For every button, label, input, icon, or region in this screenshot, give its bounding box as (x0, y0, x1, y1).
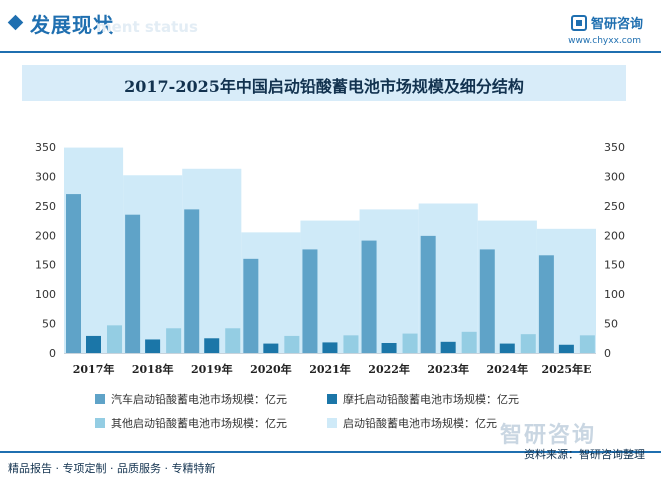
chart-title-band: 2017-2025年中国启动铅酸蓄电池市场规模及细分结构 (22, 65, 626, 101)
bar-s0-2 (184, 209, 200, 353)
bar-s1-4 (322, 342, 338, 353)
bar-s1-1 (145, 339, 161, 353)
legend-label-auto: 汽车启动铅酸蓄电池市场规模：亿元 (111, 393, 287, 406)
brand-logo-icon (570, 14, 587, 31)
footer-divider (0, 451, 661, 453)
y-tick-right-0: 0 (604, 347, 611, 360)
legend-swatch-moto (327, 394, 337, 404)
legend-item-other: 其他启动铅酸蓄电池市场规模：亿元 (95, 415, 287, 431)
x-tick-7: 2024年 (487, 362, 529, 376)
y-tick-left-7: 350 (35, 141, 56, 154)
bar-s1-2 (204, 338, 220, 353)
source-note: 资料来源：智研咨询整理 (524, 448, 645, 461)
brand: 智研咨询 (570, 13, 643, 32)
bar-s2-1 (166, 328, 182, 353)
bar-s0-3 (243, 258, 259, 353)
bar-s2-7 (520, 334, 536, 353)
page-header: 发展现状 ment status 智研咨询 www.chyxx.com (0, 0, 661, 46)
bar-s0-7 (479, 249, 495, 353)
bar-s0-1 (125, 214, 141, 353)
y-tick-right-2: 100 (604, 288, 625, 301)
legend-swatch-total (327, 418, 337, 428)
bar-s1-8 (558, 344, 574, 353)
legend-swatch-auto (95, 394, 105, 404)
watermark-logo: 智研咨询 (500, 423, 597, 448)
x-tick-2: 2019年 (191, 362, 233, 376)
legend-label-moto: 摩托启动铅酸蓄电池市场规模：亿元 (343, 393, 519, 406)
bar-s1-7 (499, 343, 515, 353)
y-tick-left-4: 200 (35, 229, 56, 242)
legend-item-total: 启动铅酸蓄电池市场规模：亿元 (327, 415, 497, 431)
x-tick-6: 2023年 (427, 362, 469, 376)
x-tick-3: 2020年 (250, 362, 292, 376)
bar-s2-0 (107, 325, 122, 353)
y-tick-right-7: 350 (604, 141, 625, 154)
bar-s1-0 (86, 335, 101, 353)
bar-s0-4 (302, 249, 318, 353)
bar-s1-5 (381, 342, 397, 353)
bar-s0-8 (538, 255, 554, 353)
y-tick-left-3: 150 (35, 259, 56, 272)
footer-tagline: 精品报告 · 专项定制 · 品质服务 · 专精特新 (8, 462, 216, 475)
x-tick-8: 2025年E (541, 362, 591, 376)
legend-item-auto: 汽车启动铅酸蓄电池市场规模：亿元 (95, 391, 287, 407)
legend-swatch-other (95, 418, 105, 428)
bar-s2-5 (402, 333, 418, 353)
y-tick-left-0: 0 (49, 347, 56, 360)
y-tick-right-5: 250 (604, 200, 625, 213)
section-subtitle: ment status (96, 18, 198, 36)
bar-s2-6 (461, 331, 477, 353)
brand-url: www.chyxx.com (568, 36, 641, 46)
chart-title: 2017-2025年中国启动铅酸蓄电池市场规模及细分结构 (124, 77, 524, 96)
bar-s0-5 (361, 240, 377, 353)
bar-s1-3 (263, 343, 279, 353)
y-tick-left-5: 250 (35, 200, 56, 213)
header-divider (0, 51, 661, 53)
y-tick-left-1: 50 (42, 318, 56, 331)
brand-name: 智研咨询 (590, 17, 643, 32)
x-tick-0: 2017年 (73, 362, 115, 376)
x-tick-1: 2018年 (132, 362, 174, 376)
y-tick-left-6: 300 (35, 170, 56, 183)
bar-s0-0 (66, 194, 81, 353)
bar-s2-8 (579, 335, 595, 353)
bar-s2-2 (225, 328, 241, 353)
bar-s1-6 (440, 341, 456, 353)
bar-s0-6 (420, 235, 436, 353)
bar-s2-4 (343, 335, 359, 353)
y-tick-right-3: 150 (604, 259, 625, 272)
y-tick-right-4: 200 (604, 229, 625, 242)
legend-label-total: 启动铅酸蓄电池市场规模：亿元 (343, 417, 497, 430)
y-tick-left-2: 100 (35, 288, 56, 301)
y-tick-right-6: 300 (604, 170, 625, 183)
legend-label-other: 其他启动铅酸蓄电池市场规模：亿元 (111, 417, 287, 430)
section-title: 发展现状 (30, 13, 114, 37)
legend-item-moto: 摩托启动铅酸蓄电池市场规模：亿元 (327, 391, 519, 407)
x-tick-4: 2021年 (309, 362, 351, 376)
y-tick-right-1: 50 (604, 318, 618, 331)
bar-s2-3 (284, 335, 300, 353)
x-tick-5: 2022年 (368, 362, 410, 376)
